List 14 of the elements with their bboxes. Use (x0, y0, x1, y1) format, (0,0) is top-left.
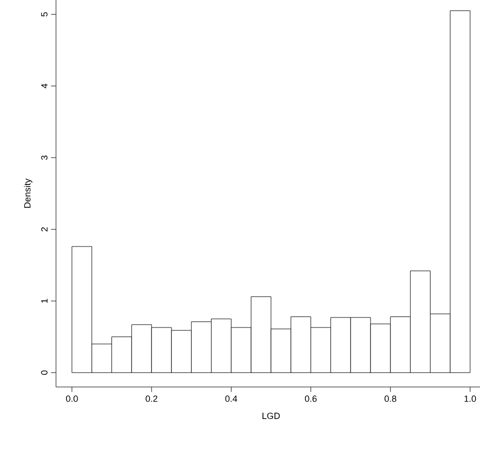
x-tick-label: 0.0 (66, 396, 78, 402)
y-tick-label: 2 (41, 227, 48, 232)
x-tick-label: 0.8 (384, 396, 396, 402)
y-axis-title: Density (24, 178, 32, 208)
x-tick-label: 1.0 (464, 396, 476, 402)
x-tick-label: 0.4 (225, 396, 238, 402)
y-tick-label: 0 (41, 370, 48, 375)
x-axis-title: LGD (262, 412, 280, 420)
x-tick-label: 0.2 (146, 396, 158, 402)
x-tick-label: 0.6 (304, 396, 317, 402)
y-tick-label: 4 (41, 84, 48, 88)
y-tick-label: 3 (41, 156, 48, 160)
y-tick-label: 5 (41, 12, 48, 16)
y-tick-label: 1 (41, 298, 48, 303)
